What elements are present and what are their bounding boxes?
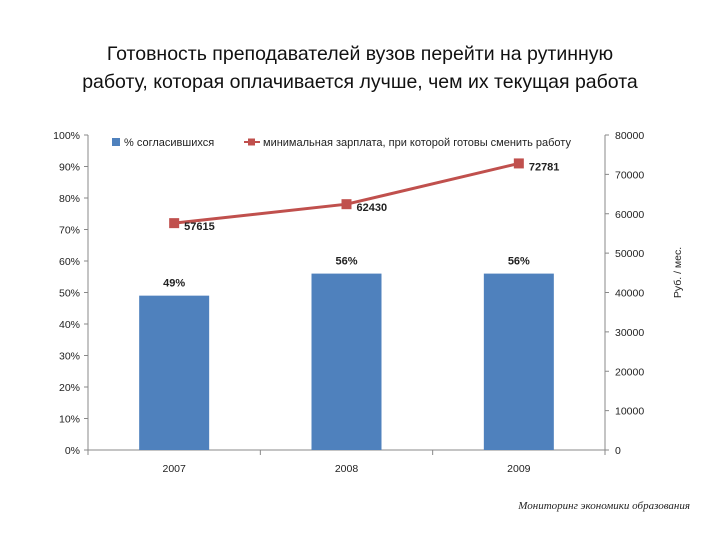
y-left-tick-label: 20% [59,382,80,394]
legend-line-label: минимальная зарплата, при которой готовы… [263,137,571,149]
source-note: Мониторинг экономики образования [518,500,690,512]
title-line-2: работу, которая оплачивается лучше, чем … [82,71,638,93]
y-left-tick-label: 100% [53,130,80,142]
bar-data-label: 49% [163,278,185,290]
y-right-tick-label: 20000 [615,366,644,378]
x-tick-label: 2008 [335,463,359,475]
y-right-tick-label: 60000 [615,209,644,221]
line-point-2007 [169,218,180,229]
x-tick-label: 2007 [162,463,186,475]
y-right-tick-label: 80000 [615,130,644,142]
line-series [169,158,524,229]
line-point-2009 [513,158,524,169]
line-data-label: 62430 [357,202,388,214]
legend-line-marker [248,138,255,146]
line-point-2008 [341,199,352,210]
y-right-tick-label: 50000 [615,248,644,260]
legend-bar-swatch [112,138,120,146]
chart-title: Готовность преподавателей вузов перейти … [20,40,700,96]
bar-2007 [139,295,210,450]
y-right-tick-label: 10000 [615,406,644,418]
y-right-tick-label: 0 [615,445,621,457]
axes: 0% 10% 20% 30% 40% 50% 60% 70% 80% 90% 100% 0 10000 2… [53,130,684,475]
y-left-tick-label: 40% [59,319,80,331]
y-left-tick-label: 80% [59,193,80,205]
y-left-tick-label: 0% [65,445,80,457]
line-path [174,161,520,225]
bar-series [139,273,554,450]
legend: % согласившихся минимальная зарплата, при… [112,137,571,149]
x-tick-label: 2009 [507,463,531,475]
y-left-tick-label: 90% [59,162,80,174]
y-right-tick-label: 70000 [615,169,644,181]
line-data-label: 72781 [529,161,560,173]
title-line-1: Готовность преподавателей вузов перейти … [106,43,614,65]
y-left-tick-label: 10% [59,414,80,426]
y-left-tick-label: 60% [59,256,80,268]
y-right-tick-label: 40000 [615,288,644,300]
bar-data-label: 56% [335,256,357,268]
bar-data-label: 56% [508,256,530,268]
legend-bar-label: % согласившихся [124,137,214,149]
data-labels: 49% 56% 56% 57615 62430 72781 [163,161,559,289]
bar-2008 [311,273,382,450]
y-right-axis-title: Руб. / мес. [672,247,684,298]
y-left-tick-label: 50% [59,288,80,300]
line-data-label: 57615 [184,221,215,233]
bar-2009 [483,273,554,450]
y-left-tick-label: 70% [59,225,80,237]
y-right-tick-label: 30000 [615,327,644,339]
y-left-tick-label: 30% [59,351,80,363]
